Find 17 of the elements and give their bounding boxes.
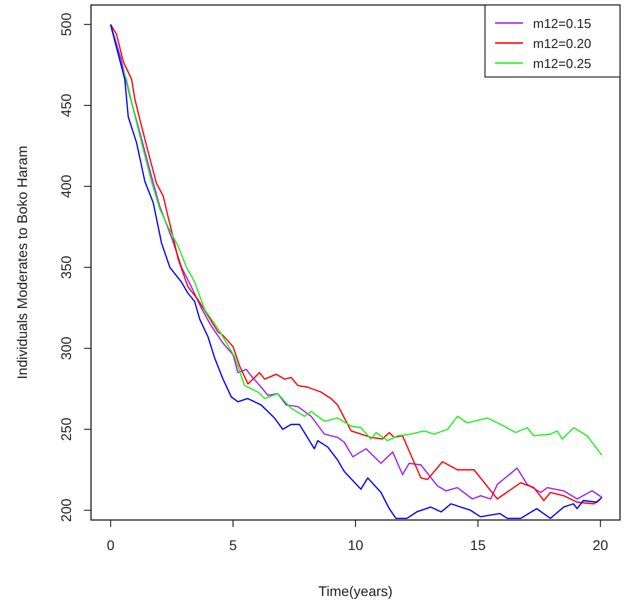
x-tick-label: 15	[470, 537, 486, 553]
y-axis-title: Individuals Moderates to Boko Haram	[14, 146, 30, 380]
x-tick-label: 5	[229, 537, 238, 553]
x-tick-label: 20	[592, 537, 608, 553]
x-tick-label: 10	[348, 537, 364, 553]
x-axis-title: Time(years)	[318, 583, 393, 599]
y-tick-label: 300	[58, 336, 74, 360]
legend-label: m12=0.15	[533, 16, 592, 31]
legend-label: m12=0.25	[533, 56, 592, 71]
legend-label: m12=0.20	[533, 36, 592, 51]
y-tick-label: 450	[58, 94, 74, 118]
y-tick-label: 500	[58, 12, 74, 36]
x-tick-label: 0	[106, 537, 115, 553]
y-tick-label: 250	[58, 417, 74, 441]
y-tick-label: 400	[58, 174, 74, 198]
y-tick-label: 200	[58, 498, 74, 522]
y-tick-label: 350	[58, 255, 74, 280]
